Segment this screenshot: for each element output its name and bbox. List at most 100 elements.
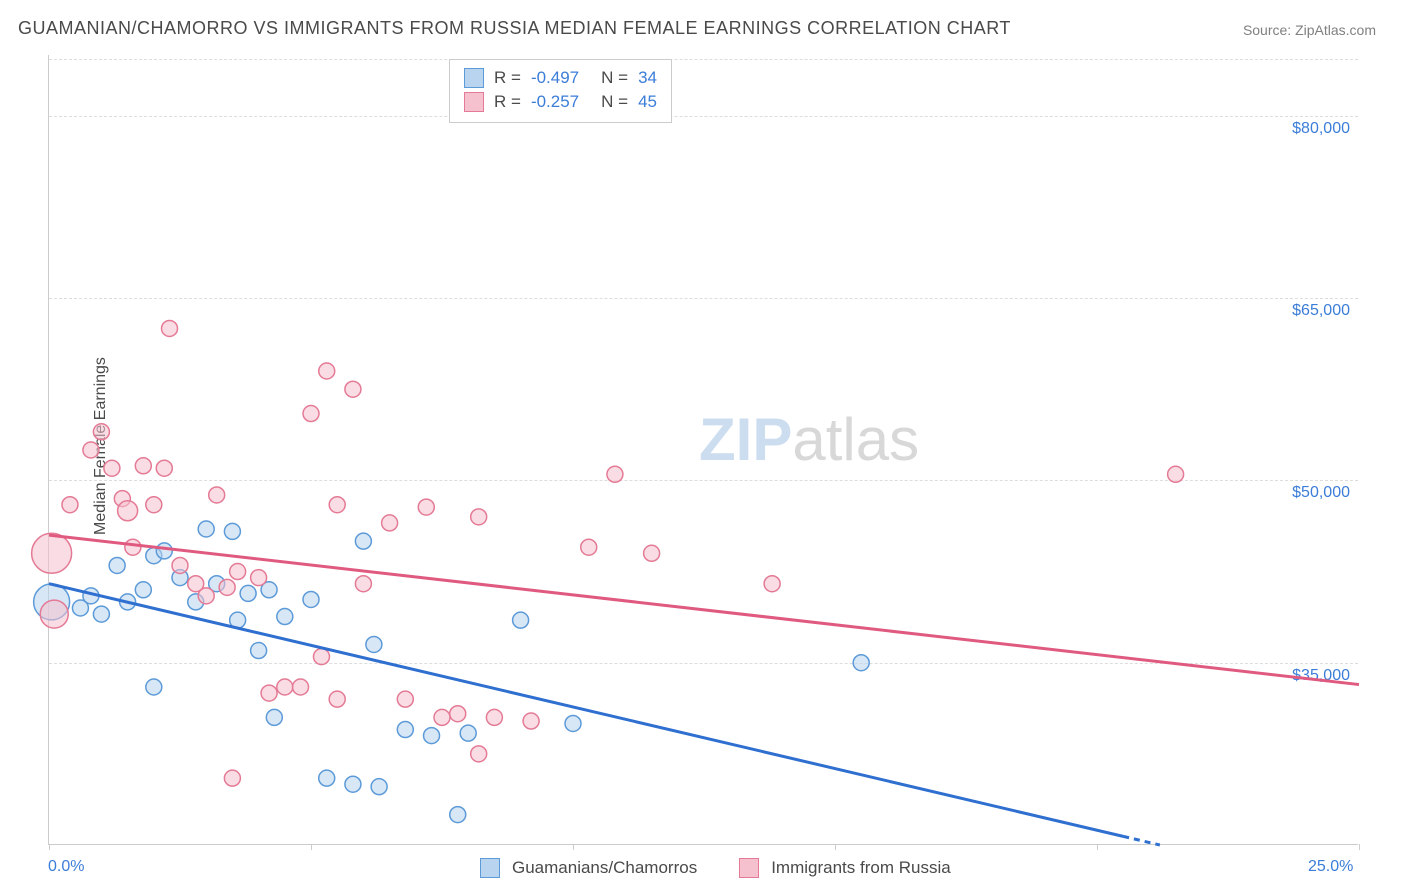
data-point [1168, 466, 1184, 482]
legend-row: R = -0.497 N = 34 [464, 66, 657, 90]
data-point [251, 570, 267, 586]
data-point [523, 713, 539, 729]
legend-r-label: R = [494, 92, 521, 112]
correlation-legend: R = -0.497 N = 34 R = -0.257 N = 45 [449, 59, 672, 123]
data-point [471, 746, 487, 762]
data-point [450, 807, 466, 823]
legend-n-value: 45 [638, 92, 657, 112]
legend-swatch [480, 858, 500, 878]
data-point [319, 363, 335, 379]
data-point [261, 685, 277, 701]
data-point [251, 643, 267, 659]
data-point [104, 460, 120, 476]
legend-n-label: N = [601, 68, 628, 88]
data-point [62, 497, 78, 513]
legend-series-label: Guamanians/Chamorros [512, 858, 697, 878]
data-point [329, 691, 345, 707]
data-point [371, 779, 387, 795]
data-point [355, 533, 371, 549]
legend-row: R = -0.257 N = 45 [464, 90, 657, 114]
data-point [146, 497, 162, 513]
scatter-svg [49, 55, 1358, 844]
data-point [382, 515, 398, 531]
data-point [93, 606, 109, 622]
data-point [224, 523, 240, 539]
x-tick-mark [1097, 844, 1098, 850]
data-point [277, 679, 293, 695]
data-point [293, 679, 309, 695]
data-point [135, 458, 151, 474]
x-tick-mark [573, 844, 574, 850]
data-point [486, 709, 502, 725]
data-point [277, 609, 293, 625]
trend-line [49, 584, 1123, 837]
x-tick-label: 25.0% [1308, 858, 1353, 876]
data-point [450, 706, 466, 722]
data-point [224, 770, 240, 786]
source-attribution: Source: ZipAtlas.com [1243, 22, 1376, 38]
legend-series-label: Immigrants from Russia [771, 858, 950, 878]
x-tick-label: 0.0% [48, 858, 84, 876]
data-point [434, 709, 450, 725]
data-point [303, 591, 319, 607]
data-point [162, 320, 178, 336]
data-point [125, 539, 141, 555]
trend-line-dashed [1123, 836, 1160, 845]
legend-swatch [739, 858, 759, 878]
data-point [156, 543, 172, 559]
data-point [40, 600, 68, 628]
series-legend: Guamanians/Chamorros Immigrants from Russ… [480, 858, 981, 878]
data-point [329, 497, 345, 513]
data-point [109, 557, 125, 573]
data-point [219, 579, 235, 595]
data-point [240, 585, 256, 601]
plot-area: $35,000$50,000$65,000$80,000 ZIPatlas R … [48, 55, 1358, 845]
legend-r-value: -0.257 [531, 92, 579, 112]
legend-n-label: N = [601, 92, 628, 112]
data-point [397, 691, 413, 707]
data-point [93, 424, 109, 440]
legend-n-value: 34 [638, 68, 657, 88]
chart-title: GUAMANIAN/CHAMORRO VS IMMIGRANTS FROM RU… [18, 18, 1011, 39]
data-point [853, 655, 869, 671]
legend-r-label: R = [494, 68, 521, 88]
data-point [135, 582, 151, 598]
data-point [313, 649, 329, 665]
data-point [230, 564, 246, 580]
data-point [644, 545, 660, 561]
data-point [565, 715, 581, 731]
data-point [607, 466, 623, 482]
data-point [198, 588, 214, 604]
x-tick-mark [49, 844, 50, 850]
data-point [397, 722, 413, 738]
data-point [366, 636, 382, 652]
data-point [345, 381, 361, 397]
data-point [355, 576, 371, 592]
data-point [471, 509, 487, 525]
data-point [764, 576, 780, 592]
data-point [209, 487, 225, 503]
data-point [345, 776, 361, 792]
data-point [118, 501, 138, 521]
data-point [424, 728, 440, 744]
data-point [581, 539, 597, 555]
data-point [266, 709, 282, 725]
x-tick-mark [311, 844, 312, 850]
data-point [198, 521, 214, 537]
data-point [418, 499, 434, 515]
data-point [83, 442, 99, 458]
data-point [319, 770, 335, 786]
x-tick-mark [1359, 844, 1360, 850]
data-point [156, 460, 172, 476]
data-point [460, 725, 476, 741]
data-point [513, 612, 529, 628]
data-point [303, 406, 319, 422]
data-point [172, 557, 188, 573]
legend-swatch [464, 92, 484, 112]
x-tick-mark [835, 844, 836, 850]
data-point [32, 533, 72, 573]
legend-swatch [464, 68, 484, 88]
legend-r-value: -0.497 [531, 68, 579, 88]
trend-line [49, 535, 1359, 684]
data-point [146, 679, 162, 695]
